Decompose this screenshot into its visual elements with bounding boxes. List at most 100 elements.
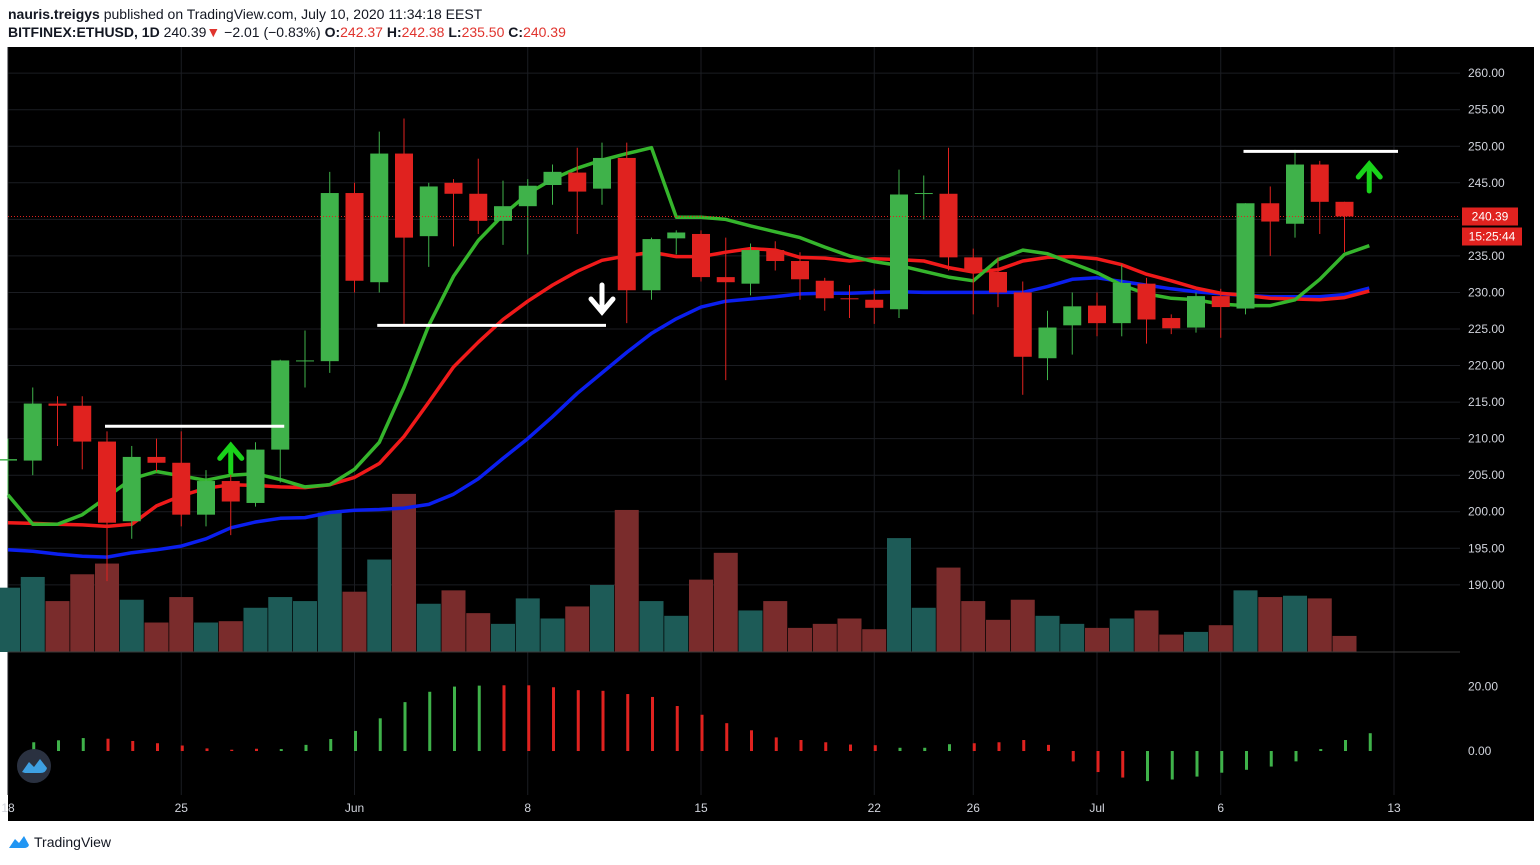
candle-down xyxy=(989,271,1007,293)
price-tick-label: 200.00 xyxy=(1468,505,1505,519)
candle-down xyxy=(568,172,587,192)
volume-bar xyxy=(565,606,590,652)
price-axis[interactable] xyxy=(1460,47,1534,795)
time-tick-label: Jun xyxy=(345,801,364,815)
time-tick-label: Jul xyxy=(1089,801,1104,815)
annotations xyxy=(105,149,1398,475)
price-tick-label: 235.00 xyxy=(1468,249,1505,263)
volume-bar xyxy=(515,598,540,652)
macd-bar xyxy=(1368,733,1372,752)
volume-bar xyxy=(293,601,317,652)
macd-bar xyxy=(304,744,308,752)
volume-bar xyxy=(1060,623,1085,652)
candle-down xyxy=(815,280,834,299)
candle-up xyxy=(296,360,314,362)
publish-info: nauris.treigys published on TradingView.… xyxy=(8,6,482,22)
candle-down xyxy=(766,250,785,262)
macd-bar xyxy=(502,685,506,752)
candle-up xyxy=(518,185,537,207)
volume-bar xyxy=(590,585,614,652)
volume-bar xyxy=(862,629,887,652)
candle-down xyxy=(865,299,884,308)
volume-bar xyxy=(639,601,664,652)
countdown-badge-text: 15:25:44 xyxy=(1469,230,1516,244)
candle-down xyxy=(716,277,735,283)
macd-bar xyxy=(750,730,753,752)
low-label: L: xyxy=(448,24,462,40)
volume-bar xyxy=(243,607,268,652)
macd-bar xyxy=(799,740,803,752)
candle-up xyxy=(667,232,686,239)
volume-bar xyxy=(986,619,1010,652)
volume-bar xyxy=(1085,627,1109,652)
macd-bar xyxy=(1071,751,1075,762)
price-axis-labels: 260.00255.00250.00245.00240.00235.00230.… xyxy=(1468,66,1505,758)
low-value: 235.50 xyxy=(461,24,505,40)
candle-down xyxy=(172,462,191,515)
candle-down xyxy=(221,481,240,502)
candle-up xyxy=(1112,282,1131,324)
macd-bar xyxy=(774,737,778,752)
price-tick-label: 210.00 xyxy=(1468,432,1505,446)
time-axis[interactable] xyxy=(8,795,1460,821)
author-name[interactable]: nauris.treigys xyxy=(8,6,100,22)
candle-down xyxy=(48,403,67,406)
candle-up xyxy=(1038,327,1057,359)
time-axis-labels: 18 25 Jun 8 15 22 26 Jul 6 13 xyxy=(1,801,1401,815)
macd-bar xyxy=(1121,751,1125,778)
candle-down xyxy=(840,298,859,300)
macd-bar xyxy=(453,686,456,752)
candle-down xyxy=(98,441,116,523)
volume-bar xyxy=(1035,615,1060,652)
price-tick-label: 195.00 xyxy=(1468,541,1505,555)
macd-bar xyxy=(1319,749,1323,752)
volume-bar xyxy=(317,512,342,652)
macd-bar xyxy=(1245,751,1248,770)
candle-up xyxy=(246,449,265,503)
candle-up xyxy=(1236,203,1255,309)
last-price-badge xyxy=(1462,207,1518,226)
volume-bar xyxy=(1134,610,1159,652)
candle-up xyxy=(593,157,611,189)
volume-bar xyxy=(169,597,194,652)
macd-tick-label: 20.00 xyxy=(1468,679,1498,693)
volume-bar xyxy=(1109,618,1134,652)
volume-bar xyxy=(218,621,243,652)
footer-brand[interactable]: TradingView xyxy=(8,834,111,852)
macd-bar xyxy=(700,714,704,752)
tradingview-chart-logo[interactable] xyxy=(17,749,51,783)
macd-bar xyxy=(403,702,407,752)
time-tick-label: 26 xyxy=(967,801,981,815)
macd-bar xyxy=(1146,751,1149,782)
volume-bar xyxy=(342,591,367,652)
candle-up xyxy=(642,239,661,291)
macd-bar xyxy=(1344,740,1347,752)
volume-bar xyxy=(0,587,20,652)
open-value: 242.37 xyxy=(340,24,383,40)
volume-bar xyxy=(119,599,144,652)
candle-up xyxy=(419,186,438,237)
price-tick-label: 220.00 xyxy=(1468,359,1505,373)
macd-bar xyxy=(923,747,927,752)
volume-bar xyxy=(1184,631,1208,652)
macd-bar xyxy=(651,696,654,752)
candle-down xyxy=(1088,305,1106,324)
macd-bar xyxy=(131,740,135,752)
volume-bar xyxy=(392,493,416,652)
candle-down xyxy=(692,233,710,278)
macd-bar xyxy=(873,745,877,752)
volume-bars xyxy=(0,493,1357,652)
candle-down xyxy=(617,157,636,291)
candle-down xyxy=(1335,201,1354,217)
volume-bar xyxy=(837,618,862,652)
volume-bar xyxy=(491,623,515,652)
volume-bar xyxy=(441,590,466,652)
macd-bar xyxy=(477,685,481,752)
macd-tick-label: 0.00 xyxy=(1468,744,1492,758)
candle-down xyxy=(73,405,92,442)
macd-bar xyxy=(57,740,60,752)
volume-bar xyxy=(1283,595,1307,652)
macd-bar xyxy=(329,739,333,752)
macd-bar xyxy=(824,742,828,752)
